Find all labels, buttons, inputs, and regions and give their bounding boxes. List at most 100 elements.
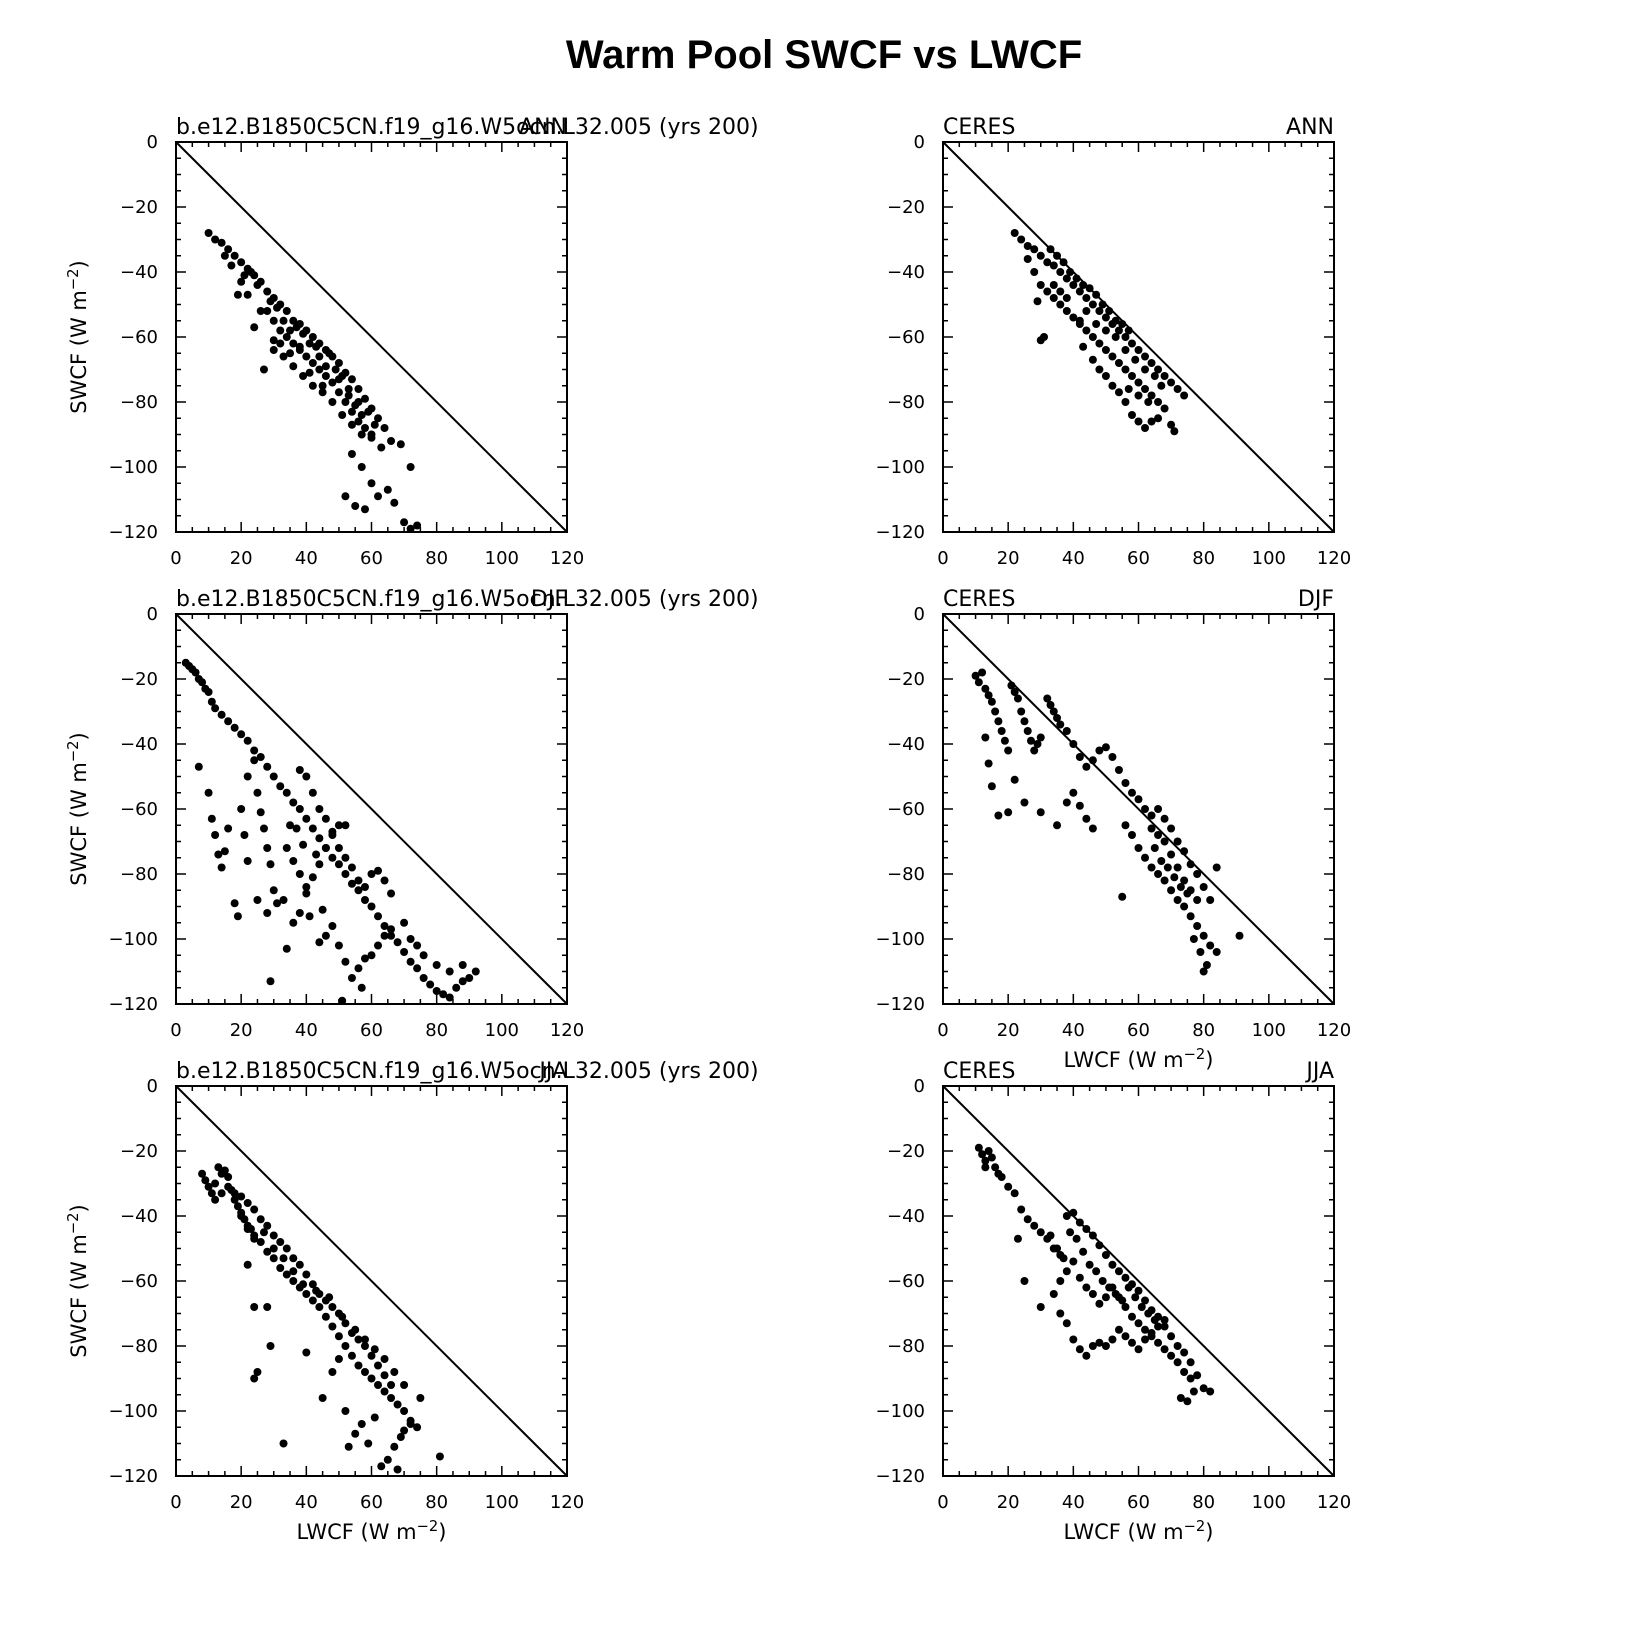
scatter-point <box>253 1368 262 1376</box>
scatter-point <box>1118 1296 1127 1305</box>
scatter-point <box>299 329 308 338</box>
scatter-point <box>1108 381 1117 390</box>
y-tick-label: −20 <box>887 1141 925 1162</box>
scatter-point <box>1134 844 1143 852</box>
y-axis-title: SWCF (W m−2) <box>65 260 92 413</box>
scatter-point <box>971 671 980 680</box>
y-tick-label: −80 <box>120 1336 158 1357</box>
scatter-point <box>347 450 356 458</box>
scatter-point <box>1114 1267 1123 1276</box>
y-tick-label: −20 <box>120 669 158 690</box>
x-tick-label: 0 <box>937 548 948 569</box>
scatter-point <box>367 479 376 488</box>
scatter-point <box>289 362 298 371</box>
ticks <box>942 1085 1335 1477</box>
scatter-point <box>1036 251 1045 260</box>
scatter-point <box>360 1342 369 1350</box>
scatter-point <box>1030 245 1039 254</box>
scatter-point <box>1147 417 1156 426</box>
scatter-point <box>1134 1345 1143 1354</box>
scatter-point <box>984 1147 993 1155</box>
x-tick-label: 60 <box>1127 1492 1150 1513</box>
scatter-point <box>1062 1319 1071 1328</box>
scatter-point <box>207 814 216 823</box>
scatter-point <box>1118 892 1127 901</box>
scatter-point <box>224 1173 233 1181</box>
scatter-point <box>328 922 337 930</box>
scatter-point <box>1167 850 1176 859</box>
scatter-point <box>390 1442 399 1451</box>
scatter-point <box>1072 274 1081 283</box>
scatter-point <box>282 307 291 315</box>
scatter-point <box>396 440 405 449</box>
scatter-point <box>334 860 343 869</box>
scatter-point <box>341 821 350 830</box>
scatter-point <box>315 352 324 361</box>
scatter-point <box>230 251 239 260</box>
scatter-point <box>1033 297 1042 306</box>
scatter-point <box>1082 762 1091 771</box>
scatter-point <box>1212 863 1221 872</box>
scatter-point <box>1144 1309 1153 1318</box>
scatter-point <box>351 502 360 510</box>
scatter-point <box>380 424 389 432</box>
scatter-point <box>1007 681 1016 690</box>
scatter-point <box>282 788 291 797</box>
scatter-point <box>1101 313 1110 322</box>
x-axis-title: LWCF (W m−2) <box>297 1518 447 1545</box>
scatter-point <box>439 990 448 999</box>
scatter-point <box>328 853 337 862</box>
x-tick-label: 80 <box>1192 548 1215 569</box>
scatter-point <box>321 372 330 380</box>
scatter-point <box>1056 1309 1065 1318</box>
scatter-point <box>1013 1234 1022 1243</box>
scatter-points <box>1010 229 1189 436</box>
reference-line <box>175 613 568 1005</box>
scatter-point <box>1173 896 1182 904</box>
scatter-point <box>302 889 311 898</box>
scatter-point <box>302 1290 311 1298</box>
scatter-point <box>289 918 298 927</box>
scatter-point <box>360 883 369 891</box>
scatter-point <box>305 912 314 921</box>
scatter-point <box>1101 326 1110 335</box>
scatter-point <box>360 1335 369 1344</box>
x-tick-label: 0 <box>170 1492 181 1513</box>
scatter-point <box>390 1368 399 1376</box>
scatter-point <box>406 1420 415 1428</box>
scatter-point <box>315 1303 324 1311</box>
ticks <box>175 141 568 533</box>
scatter-point <box>1062 294 1071 302</box>
scatter-point <box>406 957 415 966</box>
scatter-point <box>1105 307 1114 315</box>
scatter-point <box>367 1374 376 1383</box>
scatter-point <box>1095 365 1104 374</box>
scatter-point <box>331 365 340 374</box>
scatter-point <box>308 824 317 833</box>
x-tick-label: 0 <box>170 548 181 569</box>
scatter-point <box>279 316 288 325</box>
scatter-point <box>1062 798 1071 807</box>
scatter-point <box>282 844 291 852</box>
scatter-point <box>344 391 353 400</box>
scatter-point <box>295 909 304 917</box>
scatter-point <box>207 697 216 706</box>
scatter-point <box>334 844 343 852</box>
scatter-point <box>1069 740 1078 748</box>
x-tick-label: 100 <box>485 1020 519 1041</box>
scatter-point <box>1046 701 1055 709</box>
scatter-point <box>273 899 282 908</box>
scatter-point <box>1079 1247 1088 1256</box>
x-tick-label: 80 <box>425 1020 448 1041</box>
scatter-point <box>1170 427 1179 436</box>
scatter-point <box>1095 307 1104 315</box>
scatter-point <box>1049 281 1058 289</box>
scatter-point <box>1072 1234 1081 1243</box>
x-tick-label: 20 <box>230 1020 253 1041</box>
scatter-point <box>1023 242 1032 250</box>
scatter-point <box>1160 837 1169 846</box>
scatter-point <box>400 918 409 927</box>
scatter-point <box>1124 1283 1133 1292</box>
scatter-point <box>299 1280 308 1289</box>
scatter-point <box>1180 902 1189 911</box>
